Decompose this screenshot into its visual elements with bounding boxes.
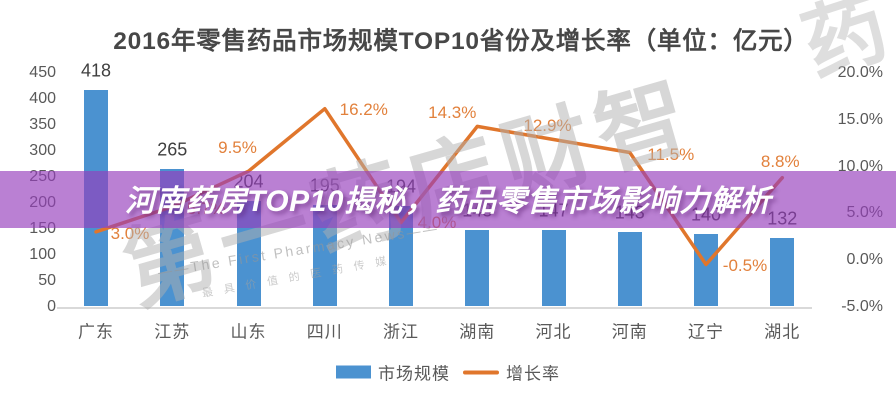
bar-value-label: 418	[80, 60, 112, 81]
right-axis-tick: -5.0%	[841, 297, 883, 315]
left-axis-tick: 50	[38, 271, 56, 289]
category-label-广东: 广东	[78, 322, 114, 342]
left-axis-tick: 100	[29, 245, 56, 263]
category-label-河南: 河南	[611, 322, 648, 342]
legend-label: 增长率	[506, 364, 560, 384]
chart-title: 2016年零售药品市场规模TOP10省份及增长率（单位：亿元）	[113, 28, 809, 55]
legend-bar-swatch	[336, 365, 371, 379]
category-label-湖南: 湖南	[459, 322, 496, 342]
growth-rate-label: 11.5%	[647, 144, 695, 164]
growth-rate-label: -0.5%	[722, 255, 768, 275]
bar-value-label: 265	[157, 139, 188, 160]
legend-label: 市场规模	[378, 364, 450, 384]
bar-河南	[617, 232, 642, 307]
category-label-湖北: 湖北	[764, 322, 801, 342]
bar-湖南	[465, 229, 490, 307]
bar-湖北	[770, 238, 795, 307]
category-label-河北: 河北	[535, 322, 572, 342]
left-axis-tick: 0	[47, 297, 56, 315]
growth-rate-label: 8.8%	[760, 151, 800, 171]
growth-rate-label: 14.3%	[428, 103, 477, 123]
left-axis-tick: 450	[29, 64, 56, 82]
right-axis-tick: 20.0%	[837, 64, 883, 82]
watermark-tagline-small: 最具价值的医药传媒	[201, 253, 399, 300]
left-axis-tick: 300	[29, 141, 56, 159]
growth-rate-label: 12.9%	[523, 116, 572, 136]
category-label-江苏: 江苏	[154, 322, 191, 342]
right-axis-tick: 10.0%	[837, 157, 883, 175]
headline-banner-text: 河南药房TOP10揭秘，药品零售市场影响力解析	[125, 185, 771, 218]
right-axis-tick: 15.0%	[837, 110, 883, 128]
left-axis-tick: 400	[29, 90, 56, 108]
category-label-四川: 四川	[306, 322, 343, 342]
chart-legend: 市场规模 增长率	[336, 360, 560, 385]
growth-rate-label: 9.5%	[218, 138, 257, 158]
category-label-山东: 山东	[230, 322, 267, 342]
left-axis-tick: 350	[29, 116, 56, 134]
headline-banner: 河南药房TOP10揭秘，药品零售市场影响力解析	[0, 171, 896, 228]
legend-item-市场规模: 市场规模	[336, 360, 450, 385]
category-label-浙江: 浙江	[383, 322, 419, 342]
growth-rate-label: 16.2%	[339, 99, 388, 119]
growth-rate-label: 3.0%	[110, 223, 150, 243]
legend-line-swatch	[463, 370, 499, 374]
bar-辽宁	[694, 233, 718, 307]
bar-河北	[541, 230, 566, 307]
category-label-辽宁: 辽宁	[688, 322, 724, 342]
x-axis-line	[57, 306, 812, 309]
right-axis-tick: 0.0%	[846, 250, 883, 268]
legend-item-增长率: 增长率	[463, 360, 560, 385]
